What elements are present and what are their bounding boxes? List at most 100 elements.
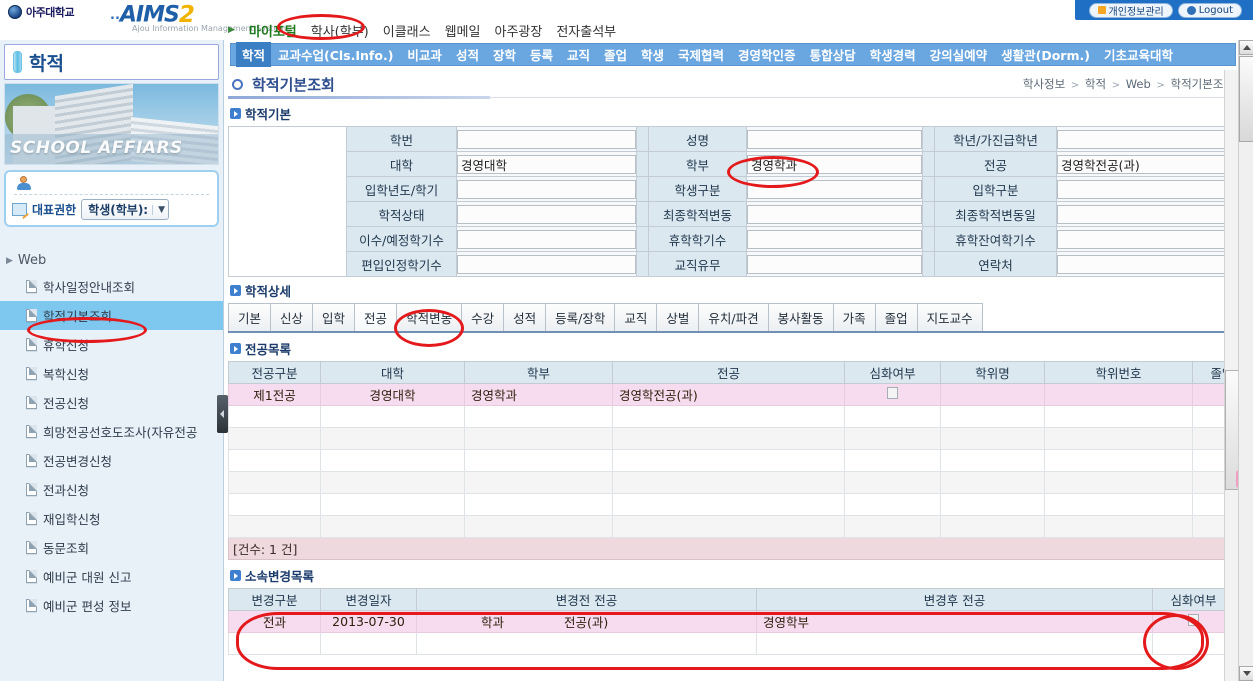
menu-item-grades[interactable]: 성적 — [455, 48, 479, 63]
table-row[interactable]: 전과 2013-07-30 학과 전공(과) 경영학부 — [228, 610, 1235, 633]
ajou-logo[interactable]: 아주대학교 — [8, 4, 75, 20]
student-type-input[interactable] — [747, 179, 922, 199]
table-row-empty[interactable] — [228, 493, 1253, 516]
col-change-type[interactable]: 변경구분 — [228, 588, 321, 611]
menu-item-scholarship[interactable]: 장학 — [492, 48, 516, 63]
menu-item-teaching[interactable]: 교직 — [566, 48, 590, 63]
completed-terms-input[interactable] — [457, 229, 636, 249]
sidebar-item-major-preference-survey[interactable]: 희망전공선호도조사(자유전공 — [0, 417, 223, 446]
record-status-input[interactable] — [457, 204, 636, 224]
grade-year-input[interactable] — [1057, 129, 1226, 149]
scroll-down-button[interactable] — [1239, 666, 1253, 681]
checkbox-unchecked-icon[interactable] — [887, 387, 898, 399]
inner-vertical-scrollbar[interactable] — [1224, 70, 1239, 681]
col-major-before[interactable]: 변경전 전공 — [416, 588, 757, 611]
table-row-empty[interactable] — [228, 449, 1253, 472]
col-degree-name[interactable]: 학위명 — [940, 361, 1045, 384]
sidebar-item-record-basic-inquiry[interactable]: 학적기본조회 — [0, 301, 223, 330]
table-row-empty[interactable] — [228, 405, 1253, 428]
col-intensive[interactable]: 심화여부 — [844, 361, 941, 384]
student-id-input[interactable] — [457, 129, 636, 149]
menu-item-registration[interactable]: 등록 — [529, 48, 553, 63]
tab-grades[interactable]: 성적 — [503, 303, 547, 331]
tab-basic[interactable]: 기본 — [228, 303, 272, 331]
table-row-empty[interactable] — [228, 471, 1253, 494]
menu-item-counseling[interactable]: 통합상담 — [809, 48, 856, 63]
privacy-management-button[interactable]: 개인정보관리 — [1088, 2, 1173, 18]
table-row[interactable]: 제1전공 경영대학 경영학과 경영학전공(과) — [228, 383, 1253, 406]
menu-item-class-info[interactable]: 교과수업(Cls.Info.) — [278, 48, 394, 63]
sidebar-item-reserve-forces-report[interactable]: 예비군 대원 신고 — [0, 562, 223, 591]
col-degree-number[interactable]: 학위번호 — [1044, 361, 1193, 384]
sidebar-item-alumni-inquiry[interactable]: 동문조회 — [0, 533, 223, 562]
sidebar-item-leave-application[interactable]: 휴학신청 — [0, 330, 223, 359]
college-input[interactable] — [457, 154, 636, 174]
col-major-after[interactable]: 변경후 전공 — [756, 588, 1153, 611]
sidebar-item-transfer-application[interactable]: 전과신청 — [0, 475, 223, 504]
scroll-up-button[interactable] — [1239, 40, 1253, 55]
tab-enrollment[interactable]: 수강 — [461, 303, 505, 331]
portal-nav-item-square[interactable]: 아주광장 — [494, 24, 543, 40]
admission-year-term-input[interactable] — [457, 179, 636, 199]
breadcrumb-item-1[interactable]: 학적 — [1084, 77, 1107, 91]
menu-item-student[interactable]: 학생 — [641, 48, 665, 63]
role-select[interactable]: 학생(학부): ▼ — [81, 199, 170, 220]
tab-family[interactable]: 가족 — [832, 303, 876, 331]
checkbox-unchecked-icon[interactable] — [1188, 614, 1199, 626]
col-department[interactable]: 학부 — [464, 361, 613, 384]
menu-item-biz-cert[interactable]: 경영학인증 — [738, 48, 796, 63]
contact-input[interactable] — [1057, 254, 1226, 274]
tab-major[interactable]: 전공 — [354, 303, 398, 331]
col-change-date[interactable]: 변경일자 — [320, 588, 417, 611]
tab-advisor[interactable]: 지도교수 — [916, 303, 983, 331]
teaching-status-input[interactable] — [747, 254, 922, 274]
portal-nav-item-attendance[interactable]: 전자출석부 — [556, 24, 617, 40]
leave-terms-input[interactable] — [747, 229, 922, 249]
menu-item-basic-college[interactable]: 기초교육대학 — [1103, 48, 1173, 63]
last-record-change-date-input[interactable] — [1057, 204, 1226, 224]
portal-nav-item-academics[interactable]: 학사(학부) — [310, 24, 369, 40]
table-row-empty[interactable] — [228, 515, 1253, 538]
menu-item-haksa[interactable]: 학적 — [236, 42, 272, 67]
breadcrumb-item-2[interactable]: Web — [1125, 77, 1151, 91]
major-input[interactable] — [1057, 154, 1226, 174]
tab-graduation[interactable]: 졸업 — [874, 303, 918, 331]
menu-item-bigyogwa[interactable]: 비교과 — [407, 48, 442, 63]
tab-teaching[interactable]: 교직 — [614, 303, 658, 331]
breadcrumb-item-0[interactable]: 학사정보 — [1022, 77, 1066, 91]
sidebar-item-reserve-forces-info[interactable]: 예비군 편성 정보 — [0, 591, 223, 620]
portal-nav-item-myportal[interactable]: 마이포털 — [248, 24, 297, 40]
menu-item-international[interactable]: 국제협력 — [678, 48, 725, 63]
col-intensive[interactable]: 심화여부 — [1152, 588, 1235, 611]
sidebar-item-major-application[interactable]: 전공신청 — [0, 388, 223, 417]
portal-nav-item-eclass[interactable]: 이클래스 — [382, 24, 431, 40]
table-row-empty[interactable] — [228, 632, 1235, 655]
menu-item-room-reserve[interactable]: 강의실예약 — [929, 48, 988, 63]
table-row-empty[interactable] — [228, 427, 1253, 450]
name-input[interactable] — [747, 129, 922, 149]
sidebar-tree-root[interactable]: ▶ Web — [6, 253, 223, 268]
tab-rewards-penalties[interactable]: 상벌 — [656, 303, 700, 331]
leave-remaining-terms-input[interactable] — [1057, 229, 1226, 249]
aims-logo[interactable]: ..AIMS2 Ajou Information Management Syst… — [110, 2, 286, 33]
sidebar-item-readmission-application[interactable]: 재입학신청 — [0, 504, 223, 533]
tab-registration-scholarship[interactable]: 등록/장학 — [545, 303, 616, 331]
tab-personal[interactable]: 신상 — [270, 303, 314, 331]
last-record-change-input[interactable] — [747, 204, 922, 224]
transfer-recognized-terms-input[interactable] — [457, 254, 636, 274]
tab-placement-dispatch[interactable]: 유치/파견 — [698, 303, 769, 331]
scrollbar-thumb[interactable] — [1239, 56, 1253, 142]
tab-record-change[interactable]: 학적변동 — [396, 303, 463, 331]
col-major[interactable]: 전공 — [612, 361, 845, 384]
sidebar-item-academic-calendar[interactable]: 학사일정안내조회 — [0, 272, 223, 301]
menu-item-graduation[interactable]: 졸업 — [604, 48, 628, 63]
menu-item-dorm[interactable]: 생활관(Dorm.) — [1001, 48, 1090, 63]
portal-nav-item-webmail[interactable]: 웹메일 — [444, 24, 481, 40]
department-input[interactable] — [747, 154, 922, 174]
vertical-scrollbar[interactable] — [1238, 40, 1253, 681]
menu-item-career[interactable]: 학생경력 — [869, 48, 916, 63]
admission-type-input[interactable] — [1057, 179, 1226, 199]
sidebar-item-return-application[interactable]: 복학신청 — [0, 359, 223, 388]
sidebar-collapse-handle[interactable] — [217, 395, 228, 433]
tab-admission[interactable]: 입학 — [312, 303, 356, 331]
